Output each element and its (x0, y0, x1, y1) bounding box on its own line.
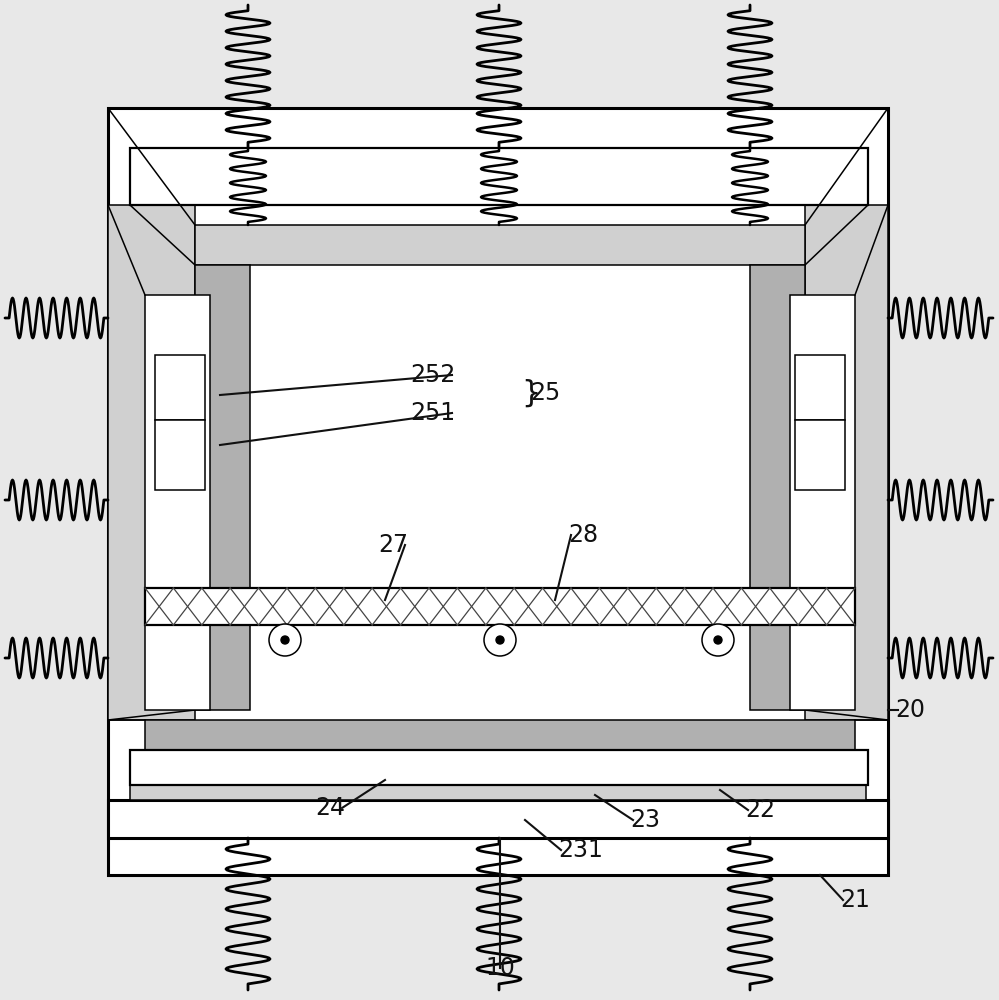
Text: 23: 23 (630, 808, 660, 832)
Bar (155, 355, 205, 420)
Bar (145, 588, 855, 625)
Text: 28: 28 (568, 523, 598, 547)
Circle shape (484, 624, 516, 656)
Text: 252: 252 (410, 363, 455, 387)
Text: 20: 20 (895, 698, 925, 722)
Bar (108, 108, 888, 875)
Bar (750, 265, 805, 710)
Circle shape (281, 636, 289, 644)
Text: 25: 25 (530, 381, 560, 405)
Text: 24: 24 (315, 796, 345, 820)
Circle shape (496, 636, 504, 644)
Bar (195, 265, 250, 710)
Bar (795, 355, 845, 420)
Bar (155, 420, 205, 490)
Bar (195, 225, 805, 265)
Bar (130, 148, 868, 205)
Bar (790, 295, 855, 710)
Bar (805, 205, 888, 720)
Circle shape (269, 624, 301, 656)
Text: }: } (521, 378, 540, 408)
Text: 251: 251 (410, 401, 455, 425)
Text: 22: 22 (745, 798, 775, 822)
Text: 27: 27 (378, 533, 408, 557)
Text: 231: 231 (558, 838, 602, 862)
Bar (108, 205, 195, 720)
Bar (145, 295, 210, 710)
Bar (130, 782, 866, 800)
Circle shape (702, 624, 734, 656)
Text: 10: 10 (486, 956, 514, 980)
Circle shape (714, 636, 722, 644)
Bar (130, 750, 868, 785)
Bar (108, 800, 888, 838)
Bar (795, 420, 845, 490)
Bar (145, 720, 855, 750)
Text: 21: 21 (840, 888, 870, 912)
